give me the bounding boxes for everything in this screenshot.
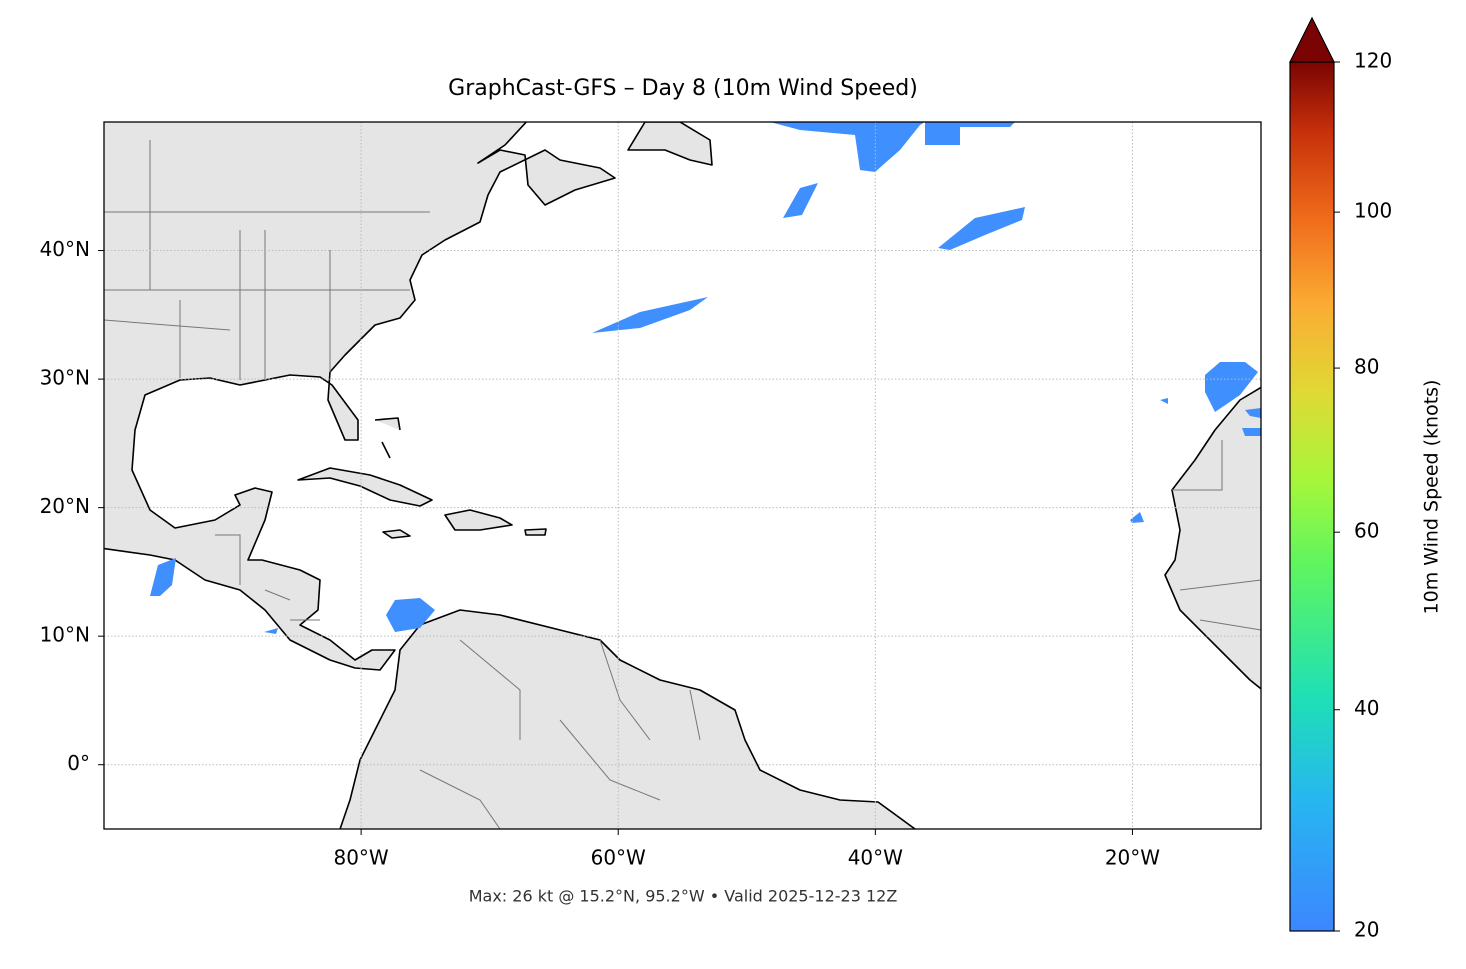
y-tick-label: 0° [67,751,90,775]
x-tick-label: 20°W [1105,846,1160,870]
y-tick-label: 40°N [40,237,90,261]
colorbar: 20 40 60 80 100 120 [1289,16,1392,942]
ticks: 80°W 60°W 40°W 20°W 0° 10°N 20°N 30°N 40°N [40,237,1161,869]
map-title: GraphCast-GFS – Day 8 (10m Wind Speed) [448,76,918,101]
y-tick-label: 30°N [40,366,90,390]
wind-area [592,297,708,333]
wind-area [783,183,818,218]
wind-area [1205,362,1258,412]
x-tick-label: 60°W [591,846,646,870]
map-frame [103,121,1262,830]
wind-area [386,598,435,632]
wind-field [150,122,1261,634]
colorbar-tick-label: 100 [1354,199,1392,223]
south-america [339,609,917,829]
africa-borders [1172,440,1261,631]
map-subtitle: Max: 26 kt @ 15.2°N, 95.2°W • Valid 2025… [469,887,898,906]
wind-area [150,558,176,596]
colorbar-tick-label: 40 [1354,696,1379,720]
puerto-rico [524,528,547,536]
colorbar-body [1289,61,1335,932]
colorbar-tick-label: 60 [1354,519,1379,543]
sa-borders [419,639,701,829]
map-area [104,122,1261,829]
y-tick-label: 20°N [40,494,90,518]
africa [1164,386,1261,690]
colorbar-label: 10m Wind Speed (knots) [1421,380,1443,615]
x-tick-label: 40°W [848,846,903,870]
jamaica [382,529,411,539]
colorbar-tick-label: 20 [1354,918,1379,942]
colorbar-tick-label: 120 [1354,49,1392,73]
colorbar-tick-label: 80 [1354,355,1379,379]
y-tick-label: 10°N [40,623,90,647]
x-tick-label: 80°W [333,846,388,870]
grid [104,122,1261,829]
newfoundland [627,122,713,166]
wind-area [938,207,1025,250]
cuba [297,467,433,507]
hispaniola [444,509,513,531]
wind-area [770,122,1015,172]
borders [104,140,430,621]
bahamas [374,417,401,459]
colorbar-extend [1289,16,1335,63]
